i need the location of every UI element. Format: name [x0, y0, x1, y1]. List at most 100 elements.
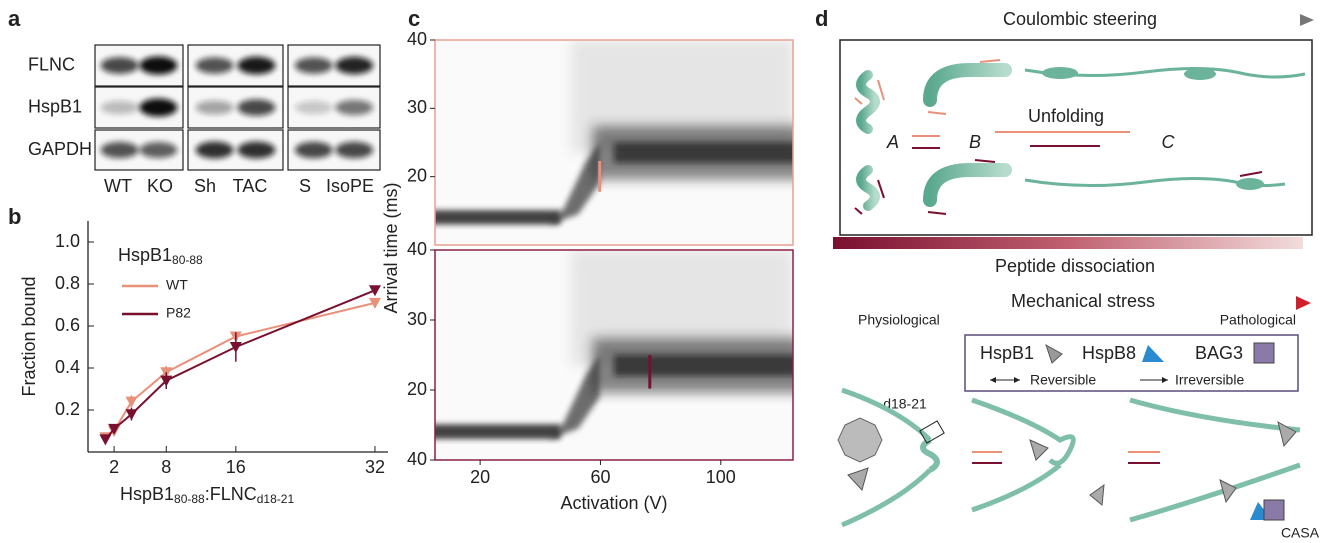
- filament: [841, 387, 932, 528]
- legend-note: Reversible: [1030, 372, 1096, 388]
- peptide: [1239, 171, 1263, 177]
- label-bg: [988, 290, 1178, 314]
- lane-label: Sh: [194, 176, 216, 196]
- peptide: [974, 159, 996, 163]
- band: [237, 99, 276, 116]
- band: [335, 56, 374, 75]
- band: [100, 57, 139, 74]
- x-tick-label: 60: [590, 467, 610, 487]
- subscript: d18-21: [257, 492, 295, 506]
- band: [335, 141, 374, 159]
- marker: [99, 434, 112, 446]
- x-tick-label: 2: [109, 457, 119, 477]
- octamer: [837, 417, 883, 463]
- y-tick-label: 0.8: [55, 273, 80, 293]
- legend-box: [964, 334, 1299, 392]
- protein: [856, 165, 880, 211]
- filament: [971, 397, 1076, 513]
- row-label: HspB1: [28, 96, 82, 116]
- lane-label: TAC: [233, 176, 268, 196]
- filament: [920, 437, 940, 473]
- label: HspB180-88: [118, 245, 203, 267]
- lane-label: S: [299, 176, 311, 196]
- band: [335, 99, 374, 116]
- panel-letter: d: [815, 6, 828, 31]
- peptide: [877, 179, 885, 199]
- x-tick-label: 16: [226, 457, 246, 477]
- label-bg: [990, 8, 1170, 32]
- protein: [1184, 68, 1216, 80]
- x-tick-label: 32: [365, 457, 385, 477]
- box: [839, 39, 1313, 236]
- casa-label: CASA: [1281, 525, 1320, 541]
- band: [435, 210, 561, 225]
- peptide: [854, 97, 863, 105]
- protein: [923, 163, 1012, 207]
- y-tick-label: 20: [407, 379, 427, 399]
- peptide: [979, 59, 1001, 63]
- y-axis-label: Fraction bound: [19, 276, 39, 396]
- protein: [1024, 66, 1306, 79]
- subscript: 80-88: [172, 253, 203, 267]
- legend-icon: [1142, 345, 1164, 362]
- band: [195, 141, 234, 159]
- protein: [856, 70, 880, 134]
- diagram: d Coulombic steering A B C Unfolding: [815, 6, 1320, 541]
- band: [549, 142, 600, 225]
- band: [294, 141, 333, 159]
- series-line: [104, 301, 376, 439]
- panel-letter: c: [408, 6, 420, 31]
- band: [294, 100, 333, 115]
- band: [237, 56, 276, 75]
- protein: [923, 63, 1012, 107]
- band: [294, 57, 333, 74]
- state-label: B: [969, 132, 981, 152]
- arrow-label: Mechanical stress: [1011, 291, 1155, 311]
- lane-label: KO: [147, 176, 173, 196]
- y-tick-label: 0.6: [55, 315, 80, 335]
- filament: [1129, 397, 1301, 523]
- lane-label: WT: [104, 176, 132, 196]
- y-tick-label: 40: [407, 29, 427, 49]
- marker: [229, 342, 242, 353]
- arrowhead: [990, 377, 996, 383]
- label: HspB180-88:FLNCd18-21: [120, 484, 294, 506]
- gradient-label: Peptide dissociation: [995, 256, 1155, 276]
- text-part: :FLNC: [205, 484, 257, 504]
- highlight: [919, 420, 945, 444]
- protein: [1042, 67, 1078, 79]
- protein: [1236, 178, 1264, 190]
- band: [195, 100, 234, 115]
- gradient-bar: [833, 237, 1303, 249]
- legend-note: Irreversible: [1175, 372, 1244, 388]
- stress-low: Physiological: [858, 312, 940, 328]
- legend-item: BAG3: [1195, 343, 1243, 363]
- peptide: [854, 207, 863, 215]
- row-label: FLNC: [28, 54, 75, 74]
- subscript: 80-88: [174, 492, 205, 506]
- row-label: GAPDH: [28, 139, 92, 159]
- domain-label: d18-21: [883, 396, 927, 412]
- chaperone: [1089, 483, 1105, 506]
- x-axis-label: Activation (V): [560, 493, 667, 513]
- frame: [434, 39, 794, 246]
- x-tick-label: 20: [470, 467, 490, 487]
- y-tick-label: 30: [407, 309, 427, 329]
- state-label: C: [1162, 132, 1176, 152]
- band: [549, 355, 600, 439]
- band: [139, 98, 178, 117]
- panel-letter: b: [8, 204, 21, 229]
- blot: FLNC HspB1 GAPDH WT KO Sh TAC S IsoPE: [28, 44, 381, 196]
- chaperone: [1029, 439, 1049, 461]
- peptide: [927, 111, 947, 115]
- chaperone: [847, 467, 869, 491]
- marker: [125, 409, 138, 421]
- x-tick-label: 8: [161, 457, 171, 477]
- stress-high: Pathological: [1220, 312, 1296, 328]
- legend-item: HspB1: [980, 343, 1034, 363]
- band: [614, 142, 793, 163]
- chaperone: [1219, 479, 1237, 504]
